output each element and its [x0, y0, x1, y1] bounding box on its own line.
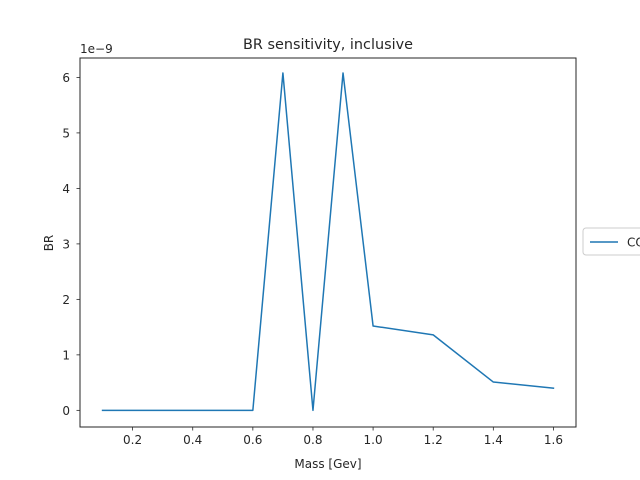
x-tick-label: 1.4	[484, 433, 503, 447]
plot-frame	[79, 57, 577, 428]
series-group	[101, 72, 555, 412]
x-tick-label: 1.6	[544, 433, 563, 447]
x-tick-label: 0.6	[243, 433, 262, 447]
x-tick-label: 1.2	[424, 433, 443, 447]
y-tick-label: 4	[62, 182, 70, 196]
legend-label: CO	[627, 236, 640, 250]
series-line-1	[101, 72, 555, 412]
y-tick-label: 6	[62, 71, 70, 85]
y-tick-label: 3	[62, 237, 70, 251]
x-axis-ticks: 0.2 0.4 0.6 0.8 1.0 1.2 1.4 1.6	[123, 427, 563, 447]
x-axis-label: Mass [Gev]	[294, 457, 361, 471]
y-tick-label: 2	[62, 293, 70, 307]
y-axis-label: BR	[42, 235, 56, 252]
plot-area	[101, 72, 555, 412]
legend[interactable]: CO	[582, 227, 640, 256]
y-tick-label: 0	[62, 404, 70, 418]
x-tick-label: 0.4	[183, 433, 202, 447]
chart-title: BR sensitivity, inclusive	[243, 37, 413, 53]
x-tick-label: 0.2	[123, 433, 142, 447]
y-tick-label: 1	[62, 348, 70, 362]
x-tick-label: 0.8	[303, 433, 322, 447]
y-axis-ticks: 0 1 2 3 4 5 6	[62, 71, 80, 418]
x-tick-label: 1.0	[364, 433, 383, 447]
y-axis-offset-label: 1e−9	[80, 42, 113, 56]
y-tick-label: 5	[62, 126, 70, 140]
